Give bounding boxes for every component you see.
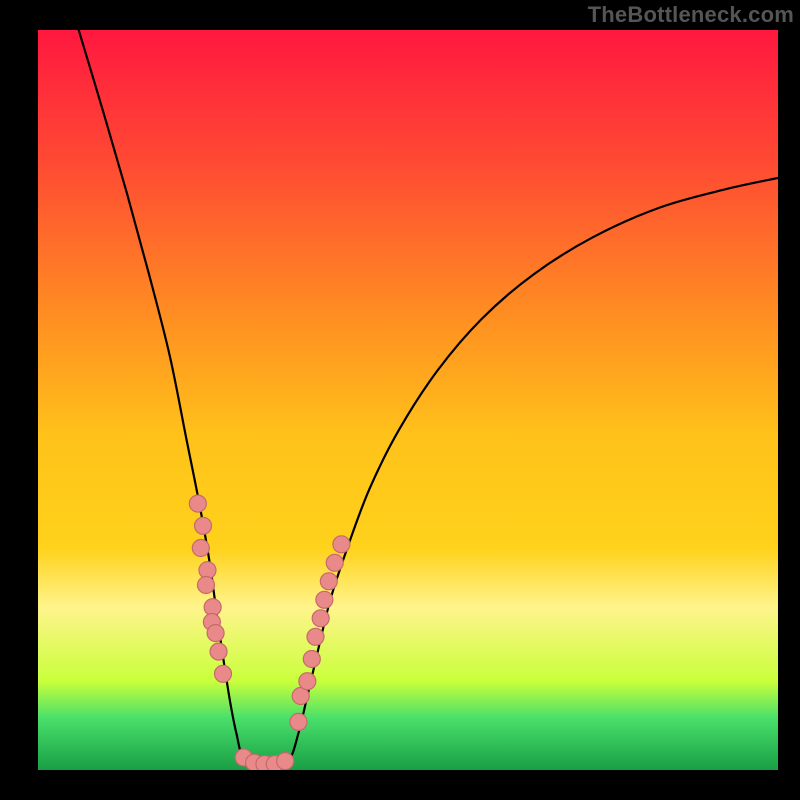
chart-stage: TheBottleneck.com [0,0,800,800]
data-point [299,673,316,690]
data-point [320,573,337,590]
plot-area [38,30,778,770]
data-point [326,554,343,571]
gradient-background [38,30,778,770]
data-point [215,665,232,682]
data-point [277,753,294,770]
data-point [312,610,329,627]
data-point [307,628,324,645]
watermark-text: TheBottleneck.com [588,2,794,28]
data-point [316,591,333,608]
data-point [303,651,320,668]
data-point [195,517,212,534]
data-point [210,643,227,660]
data-point [189,495,206,512]
data-point [290,713,307,730]
plot-svg [38,30,778,770]
data-point [333,536,350,553]
data-point [197,577,214,594]
data-point [192,540,209,557]
data-point [207,625,224,642]
